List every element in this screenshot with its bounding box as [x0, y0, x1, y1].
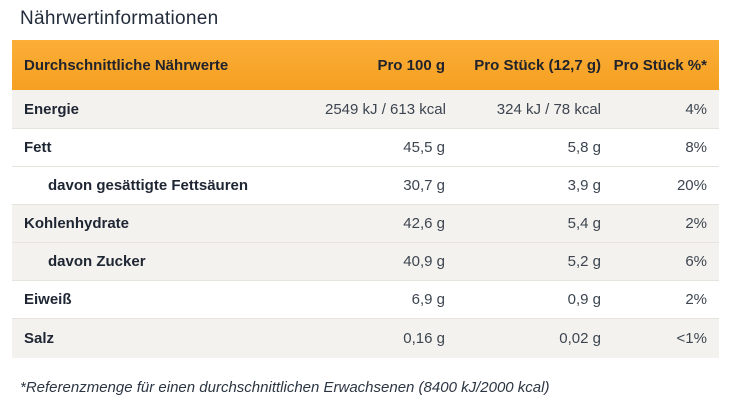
value-per-piece-percent: 8% [685, 139, 707, 156]
value-per-piece-percent: <1% [676, 330, 707, 347]
row-label: davon gesättigte Fettsäuren [48, 177, 249, 194]
table-row-gesaettigte-fettsaeuren: davon gesättigte Fettsäuren 30,7 g 3,9 g… [12, 166, 719, 204]
value-per-piece: 0,9 g [567, 291, 601, 308]
value-per-100g: 45,5 g [403, 139, 445, 156]
page-title: Nährwertinformationen [20, 8, 219, 29]
value-per-100g: 40,9 g [403, 253, 445, 270]
value-per-piece-percent: 6% [685, 253, 707, 270]
value-per-piece: 5,8 g [567, 139, 601, 156]
row-label: Kohlenhydrate [24, 215, 130, 232]
value-per-piece: 3,9 g [567, 177, 601, 194]
value-per-piece: 324 kJ / 78 kcal [496, 100, 601, 118]
column-header-per-100g: Pro 100 g [377, 56, 445, 74]
column-header-nutrients: Durchschnittliche Nährwerte [24, 56, 229, 74]
value-per-piece-percent: 20% [676, 177, 707, 194]
value-per-100g: 42,6 g [403, 215, 445, 232]
value-per-100g: 30,7 g [403, 177, 445, 194]
nutrition-info-section: Nährwertinformationen Durchschnittliche … [12, 8, 719, 396]
value-per-piece: 0,02 g [559, 330, 601, 347]
column-header-per-piece: Pro Stück (12,7 g) [474, 56, 601, 74]
value-per-piece-percent: 4% [685, 100, 707, 118]
value-per-100g: 0,16 g [403, 330, 445, 347]
table-row-kohlenhydrate: Kohlenhydrate 42,6 g 5,4 g 2% [12, 204, 719, 242]
value-per-piece-percent: 2% [685, 291, 707, 308]
row-label: davon Zucker [48, 253, 146, 270]
value-per-piece-percent: 2% [685, 215, 707, 232]
table-row-energie: Energie 2549 kJ / 613 kcal 324 kJ / 78 k… [12, 90, 719, 128]
row-label: Fett [24, 139, 52, 156]
column-header-per-piece-percent: Pro Stück %* [613, 56, 707, 74]
table-row-eiweiss: Eiweiß 6,9 g 0,9 g 2% [12, 280, 719, 318]
value-per-piece: 5,2 g [567, 253, 601, 270]
row-label: Salz [24, 330, 55, 347]
table-row-fett: Fett 45,5 g 5,8 g 8% [12, 128, 719, 166]
row-label: Energie [24, 100, 80, 118]
table-row-zucker: davon Zucker 40,9 g 5,2 g 6% [12, 242, 719, 280]
value-per-100g: 2549 kJ / 613 kcal [325, 100, 445, 118]
row-label: Eiweiß [24, 291, 72, 308]
table-row-salz: Salz 0,16 g 0,02 g <1% [12, 318, 719, 358]
value-per-piece: 5,4 g [567, 215, 601, 232]
table-header-row: Durchschnittliche Nährwerte Pro 100 g Pr… [12, 40, 719, 90]
value-per-100g: 6,9 g [411, 291, 445, 308]
reference-footnote: *Referenzmenge für einen durchschnittlic… [20, 379, 550, 396]
nutrition-table: Durchschnittliche Nährwerte Pro 100 g Pr… [12, 40, 719, 358]
